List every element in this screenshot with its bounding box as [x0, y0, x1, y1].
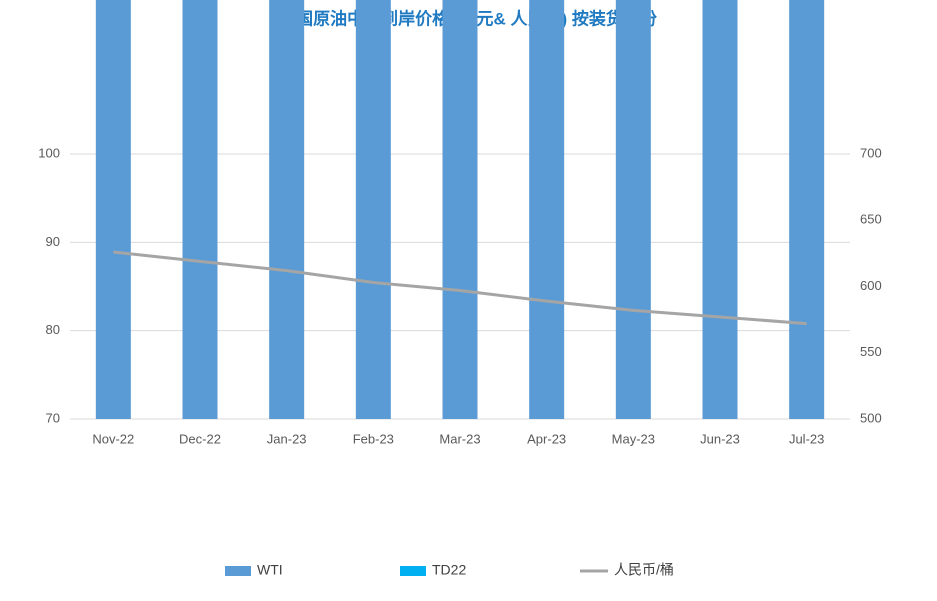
- y2-tick-label: 550: [860, 344, 882, 359]
- x-tick-label: Jan-23: [267, 431, 307, 446]
- y2-tick-label: 600: [860, 278, 882, 293]
- x-tick-label: Dec-22: [179, 431, 221, 446]
- legend-label: TD22: [432, 562, 466, 578]
- x-tick-label: Jun-23: [700, 431, 740, 446]
- bar: [442, 0, 478, 420]
- bar: [702, 0, 738, 419]
- line-series: [113, 250, 807, 326]
- bar: [95, 0, 131, 419]
- x-tick-label: Apr-23: [527, 431, 566, 446]
- y-tick-label: 80: [46, 322, 60, 337]
- legend-swatch: [225, 566, 251, 576]
- bar: [615, 0, 651, 419]
- bar: [269, 0, 305, 419]
- bar: [789, 0, 825, 419]
- y2-tick-label: 650: [860, 212, 882, 227]
- x-tick-label: Feb-23: [353, 431, 394, 446]
- bar: [182, 0, 218, 420]
- x-tick-label: Jul-23: [789, 431, 824, 446]
- x-tick-label: Nov-22: [92, 431, 134, 446]
- x-tick-label: May-23: [612, 431, 655, 446]
- y-tick-label: 90: [46, 234, 60, 249]
- y-tick-label: 100: [38, 145, 60, 160]
- legend-label: 人民币/桶: [614, 562, 674, 578]
- y-tick-label: 70: [46, 410, 60, 425]
- bar: [355, 0, 391, 419]
- y2-tick-label: 500: [860, 410, 882, 425]
- legend-swatch: [400, 566, 426, 576]
- legend-label: WTI: [257, 562, 283, 578]
- x-tick-label: Mar-23: [439, 431, 480, 446]
- bar: [529, 0, 565, 420]
- y2-tick-label: 700: [860, 145, 882, 160]
